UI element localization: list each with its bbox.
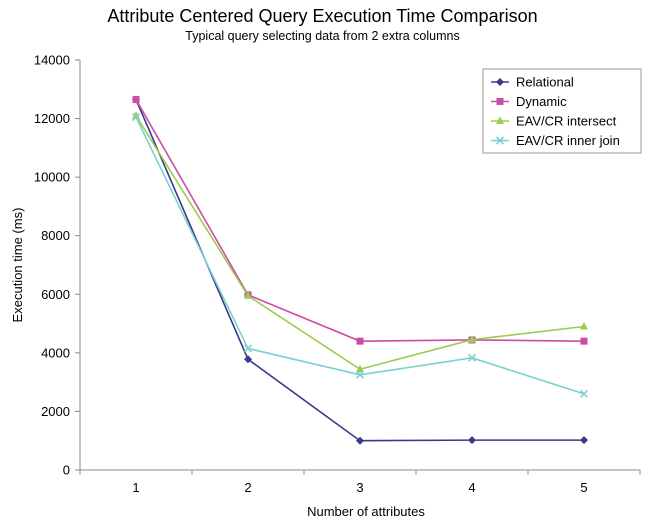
y-tick-label: 0 xyxy=(63,463,70,478)
chart-title: Attribute Centered Query Execution Time … xyxy=(107,6,538,26)
data-point xyxy=(132,96,140,104)
series-eav-cr-intersect xyxy=(132,111,588,373)
x-axis-label: Number of attributes xyxy=(307,504,425,519)
data-point xyxy=(580,337,588,345)
data-point xyxy=(580,436,588,445)
data-point xyxy=(468,436,476,445)
data-point xyxy=(468,335,476,343)
legend-marker xyxy=(496,98,504,105)
data-point xyxy=(580,322,588,330)
legend-label: Relational xyxy=(516,75,574,90)
y-axis-label: Execution time (ms) xyxy=(10,208,25,323)
x-tick-label: 4 xyxy=(468,480,475,495)
data-point xyxy=(356,364,364,373)
legend: Relational Dynamic EAV/CR intersect EAV/CR … xyxy=(482,68,642,154)
data-point xyxy=(243,344,253,353)
legend-item: Dynamic xyxy=(491,94,567,109)
legend-item: EAV/CR inner join xyxy=(491,133,620,148)
legend-item: EAV/CR intersect xyxy=(491,114,617,129)
x-tick-label: 3 xyxy=(356,480,363,495)
axes: 0 2000 4000 6000 8000 10000 12000 14000 1 2 3 4 5 xyxy=(34,53,641,495)
series-eav-cr-inner-join xyxy=(131,113,589,398)
y-tick-label: 4000 xyxy=(41,345,70,360)
data-point xyxy=(356,436,364,445)
legend-label: EAV/CR intersect xyxy=(516,114,617,129)
y-tick-label: 6000 xyxy=(41,287,70,302)
y-tick-label: 10000 xyxy=(34,170,70,185)
y-tick-label: 12000 xyxy=(34,111,70,126)
data-point xyxy=(467,353,477,362)
legend-marker xyxy=(495,136,505,145)
legend-marker xyxy=(496,116,504,124)
y-tick-label: 14000 xyxy=(34,53,70,68)
y-tick-label: 8000 xyxy=(41,228,70,243)
legend-box xyxy=(482,68,642,154)
series-layer xyxy=(131,95,589,445)
legend-item: Relational xyxy=(491,75,574,90)
data-point xyxy=(131,113,141,122)
x-tick-label: 2 xyxy=(244,480,251,495)
y-tick-label: 2000 xyxy=(41,404,70,419)
data-point xyxy=(244,291,252,299)
x-tick-label: 1 xyxy=(132,480,139,495)
legend-label: Dynamic xyxy=(516,94,567,109)
legend-marker xyxy=(496,78,504,86)
x-tick-label: 5 xyxy=(580,480,587,495)
series-line-eav-cr-intersect xyxy=(135,115,585,371)
legend-label: EAV/CR inner join xyxy=(516,133,620,148)
data-point xyxy=(356,337,364,345)
data-point xyxy=(132,111,140,119)
data-point xyxy=(244,355,252,364)
series-line-eav-cr-inner-join xyxy=(135,116,585,395)
data-point xyxy=(355,370,365,379)
chart-subtitle: Typical query selecting data from 2 extr… xyxy=(185,29,460,43)
data-point xyxy=(579,389,589,398)
